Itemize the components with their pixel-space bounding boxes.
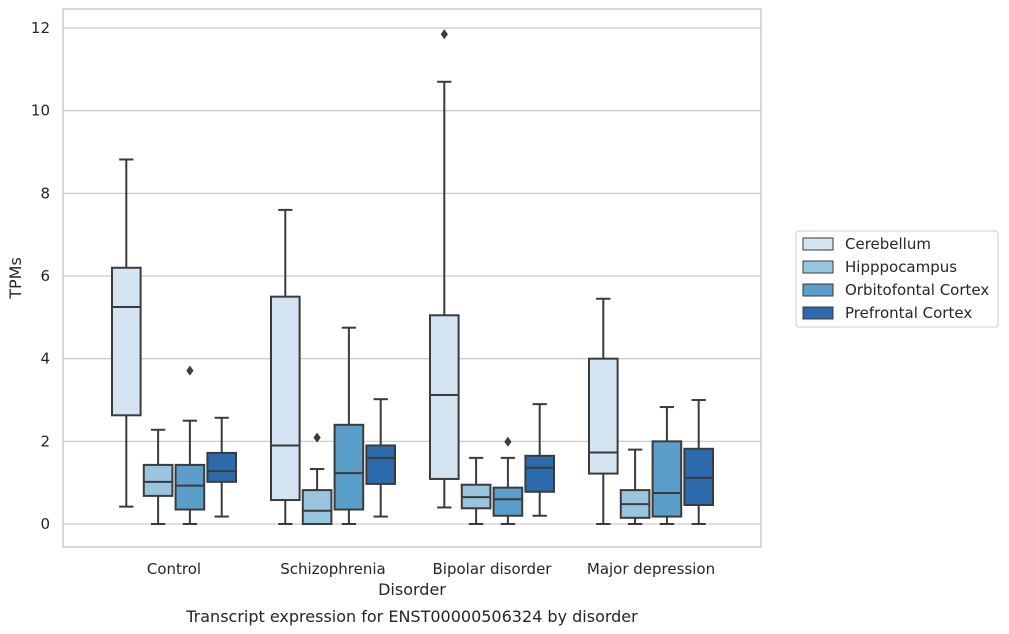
box-0-1 [269,208,301,525]
outlier-2-2-0 [504,436,512,447]
outlier-2-0-0 [186,365,194,376]
box-2-1 [333,326,365,525]
x-tick-label-3: Major depression [587,560,715,578]
x-axis-label: Disorder [378,580,446,599]
box-3-2 [524,403,556,517]
box-body-2-3 [651,440,683,518]
box-0-2 [428,29,460,509]
grid-lines [63,27,761,525]
box-body-2-1 [333,423,365,511]
legend-label-2: Orbitofontal Cortex [845,281,989,299]
y-tick-label-1: 2 [40,432,50,450]
box-3-0 [206,416,238,518]
legend: Cerebellum Hipppocampus Orbitofontal Corte… [795,230,999,328]
box-body-3-0 [206,451,238,483]
box-body-0-0 [110,266,142,417]
box-3-1 [365,398,397,518]
box-body-1-0 [142,463,174,497]
box-1-0 [142,428,174,525]
box-1-3 [619,448,651,525]
box-0-3 [587,297,619,525]
y-tick-label-5: 10 [31,102,50,120]
y-tick-label-4: 8 [40,184,50,202]
box-body-0-1 [269,295,301,502]
box-2-3 [651,406,683,525]
x-tick-label-0: Control [147,560,201,578]
box-body-1-1 [301,489,333,526]
x-tick-label-2: Bipolar disorder [433,560,553,578]
outlier-0-2-0 [440,29,448,40]
box-body-0-3 [587,357,619,475]
box-body-3-2 [524,454,556,493]
legend-swatch-1 [802,260,834,274]
box-0-0 [110,158,142,508]
chart-caption: Transcript expression for ENST0000050632… [185,607,638,626]
box-3-3 [683,399,715,525]
box-body-2-0 [174,463,206,511]
legend-swatch-2 [802,283,834,297]
legend-swatch-0 [802,237,834,251]
y-tick-label-0: 0 [40,515,50,533]
x-tick-label-1: Schizophrenia [280,560,385,578]
legend-frame [795,230,999,328]
outlier-1-1-0 [313,432,321,443]
box-1-1 [301,432,333,526]
legend-label-1: Hipppocampus [845,258,957,276]
x-tick-labels: Control Schizophrenia Bipolar disorder Majo… [147,560,715,578]
boxes [110,29,715,526]
box-body-3-1 [365,444,397,485]
box-2-0 [174,365,206,525]
y-tick-label-3: 6 [40,267,50,285]
y-tick-labels: 0 2 4 6 8 10 12 [31,19,50,533]
legend-swatch-3 [802,306,834,320]
box-2-2 [492,436,524,525]
y-tick-label-6: 12 [31,19,50,37]
legend-label-3: Prefrontal Cortex [845,304,972,322]
box-body-2-2 [492,486,524,517]
legend-label-0: Cerebellum [845,235,931,253]
y-axis-label: TPMs [6,257,25,300]
plot-area [62,8,762,548]
y-tick-label-2: 4 [40,350,50,368]
box-body-0-2 [428,314,460,480]
box-1-2 [460,456,492,525]
